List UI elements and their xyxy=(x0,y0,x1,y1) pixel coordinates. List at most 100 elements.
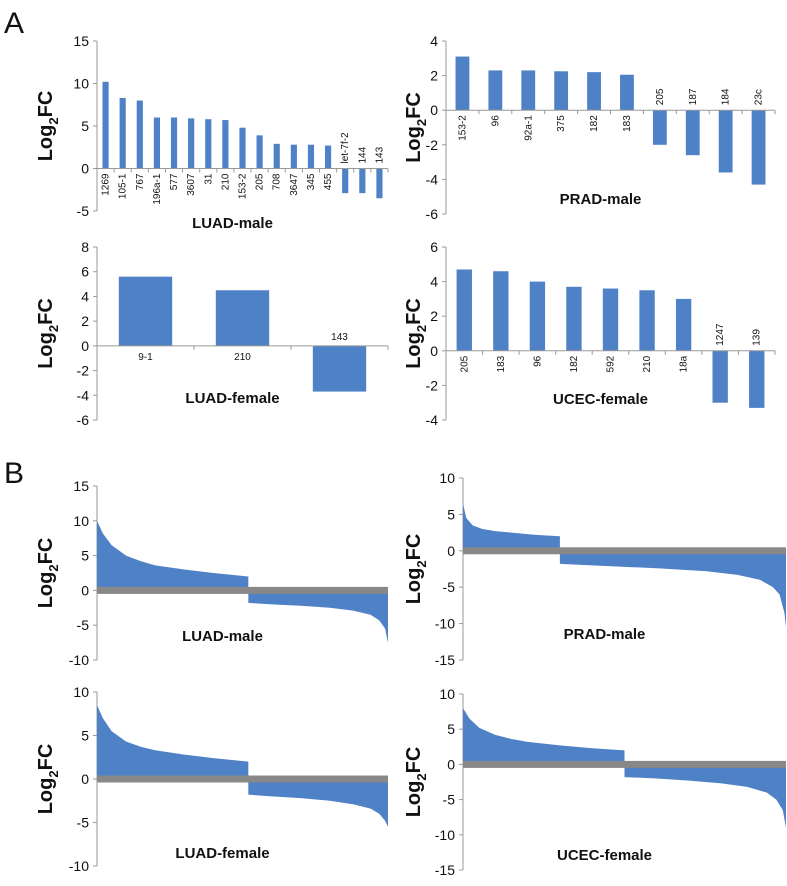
bar xyxy=(554,71,569,111)
series-area-0 xyxy=(463,708,625,765)
zero-line xyxy=(97,775,388,783)
bar xyxy=(136,100,143,169)
chart-a1: -5 0 5 10 15 Log2FC LUAD-male 1269 105-1 767 196a-… xyxy=(35,33,389,232)
bar xyxy=(118,276,173,346)
bar-category-label: 92a-1 xyxy=(523,115,534,141)
bar xyxy=(119,97,126,169)
bar-category-label: 767 xyxy=(135,173,146,190)
y-tick-label: -5 xyxy=(443,579,456,595)
bar-category-label: 183 xyxy=(622,115,633,132)
y-tick-label: 0 xyxy=(81,161,89,177)
panel-label-b: B xyxy=(4,457,24,490)
bar xyxy=(456,269,472,351)
y-axis-title: Log2FC xyxy=(35,91,61,162)
bar-category-label: 1247 xyxy=(715,323,726,346)
bar xyxy=(712,350,728,403)
y-tick-label: -10 xyxy=(69,652,89,668)
series-area-1 xyxy=(624,764,786,828)
y-tick-label: 4 xyxy=(430,33,438,49)
bar-category-label: 205 xyxy=(655,88,666,105)
chart-title: LUAD-male xyxy=(192,215,273,232)
y-tick-label: -4 xyxy=(426,412,439,428)
chart-title: PRAD-male xyxy=(560,191,642,208)
chart-title: LUAD-female xyxy=(175,845,269,862)
bar xyxy=(639,290,655,351)
chart-b2: -15 -10 -5 0 5 10 Log2FC PRAD-male xyxy=(403,470,786,668)
bar-category-label: 9-1 xyxy=(138,352,153,363)
bar-category-label: 139 xyxy=(752,329,763,346)
y-tick-label: 15 xyxy=(73,33,89,49)
y-tick-label: 4 xyxy=(430,274,438,290)
chart-b4: -15 -10 -5 0 5 10 Log2FC UCEC-female xyxy=(403,686,786,878)
bar-category-label: 182 xyxy=(569,355,580,372)
bar xyxy=(153,117,160,169)
bar xyxy=(307,144,315,169)
bar xyxy=(290,144,297,169)
y-axis-title: Log2FC xyxy=(403,92,429,163)
bar xyxy=(359,168,366,194)
y-tick-label: -5 xyxy=(77,203,90,219)
bar-category-label: 105-1 xyxy=(118,173,129,199)
chart-title: PRAD-male xyxy=(564,626,646,643)
bar xyxy=(587,72,601,111)
bar-category-label: 182 xyxy=(589,115,600,132)
bar-category-label: 18a xyxy=(679,355,690,372)
y-tick-label: 5 xyxy=(81,728,89,744)
bar-category-label: 3647 xyxy=(289,173,300,196)
y-tick-label: 0 xyxy=(81,771,89,787)
chart-b1: -10 -5 0 5 10 15 Log2FC LUAD-male xyxy=(35,478,388,668)
bar xyxy=(620,74,634,111)
bar xyxy=(566,286,582,351)
y-axis-title: Log2FC xyxy=(35,298,61,369)
y-tick-label: -10 xyxy=(435,616,455,632)
bar xyxy=(273,143,280,169)
series-area-0 xyxy=(463,503,560,551)
y-tick-label: 10 xyxy=(73,684,89,700)
bar xyxy=(529,281,546,351)
y-tick-label: -10 xyxy=(435,827,455,843)
bar-category-label: 592 xyxy=(606,355,617,372)
y-tick-label: 15 xyxy=(73,478,89,494)
y-tick-label: 0 xyxy=(81,582,89,598)
chart-a4: -4 -2 0 2 4 6 Log2FC UCEC-female 205 183 96 182 592 2… xyxy=(403,239,776,428)
y-tick-label: -2 xyxy=(426,377,439,393)
bar-category-label: 96 xyxy=(490,115,501,127)
bar-category-label: 143 xyxy=(331,332,348,343)
y-tick-label: -15 xyxy=(435,652,455,668)
series-area-1 xyxy=(559,550,786,628)
chart-title: LUAD-female xyxy=(185,390,279,407)
bar xyxy=(170,117,178,169)
bar-category-label: 144 xyxy=(357,146,368,163)
bar-category-label: 3607 xyxy=(186,173,197,196)
y-tick-label: 5 xyxy=(81,118,89,134)
y-tick-label: 10 xyxy=(73,513,89,529)
y-axis-title: Log2FC xyxy=(403,747,429,818)
y-tick-label: -10 xyxy=(69,858,89,874)
y-tick-label: -4 xyxy=(426,171,439,187)
y-tick-label: 5 xyxy=(447,721,455,737)
bar xyxy=(488,70,503,111)
y-tick-label: 0 xyxy=(447,756,455,772)
y-tick-label: 5 xyxy=(447,506,455,522)
bar-category-label: 143 xyxy=(374,146,385,163)
chart-a3: -6 -4 -2 0 2 4 6 8 Log2FC LUAD-female 9-1 210 143 xyxy=(35,239,389,428)
bar-category-label: 455 xyxy=(323,173,334,190)
zero-line xyxy=(463,760,786,768)
y-tick-label: -4 xyxy=(77,387,90,403)
y-axis-title: Log2FC xyxy=(35,744,61,815)
bar-category-label: 708 xyxy=(272,173,283,190)
chart-title: UCEC-female xyxy=(553,391,648,408)
chart-title: UCEC-female xyxy=(557,847,652,864)
y-tick-label: 10 xyxy=(439,686,455,702)
bar xyxy=(685,110,700,156)
bar xyxy=(239,127,246,169)
y-tick-label: -6 xyxy=(426,206,439,222)
bar-category-label: 210 xyxy=(220,173,231,190)
zero-line xyxy=(463,547,786,555)
bar xyxy=(222,120,229,169)
bar xyxy=(749,350,765,408)
bar-category-label: 1269 xyxy=(101,173,112,196)
bar-category-label: 577 xyxy=(169,173,180,190)
bar xyxy=(376,168,383,199)
